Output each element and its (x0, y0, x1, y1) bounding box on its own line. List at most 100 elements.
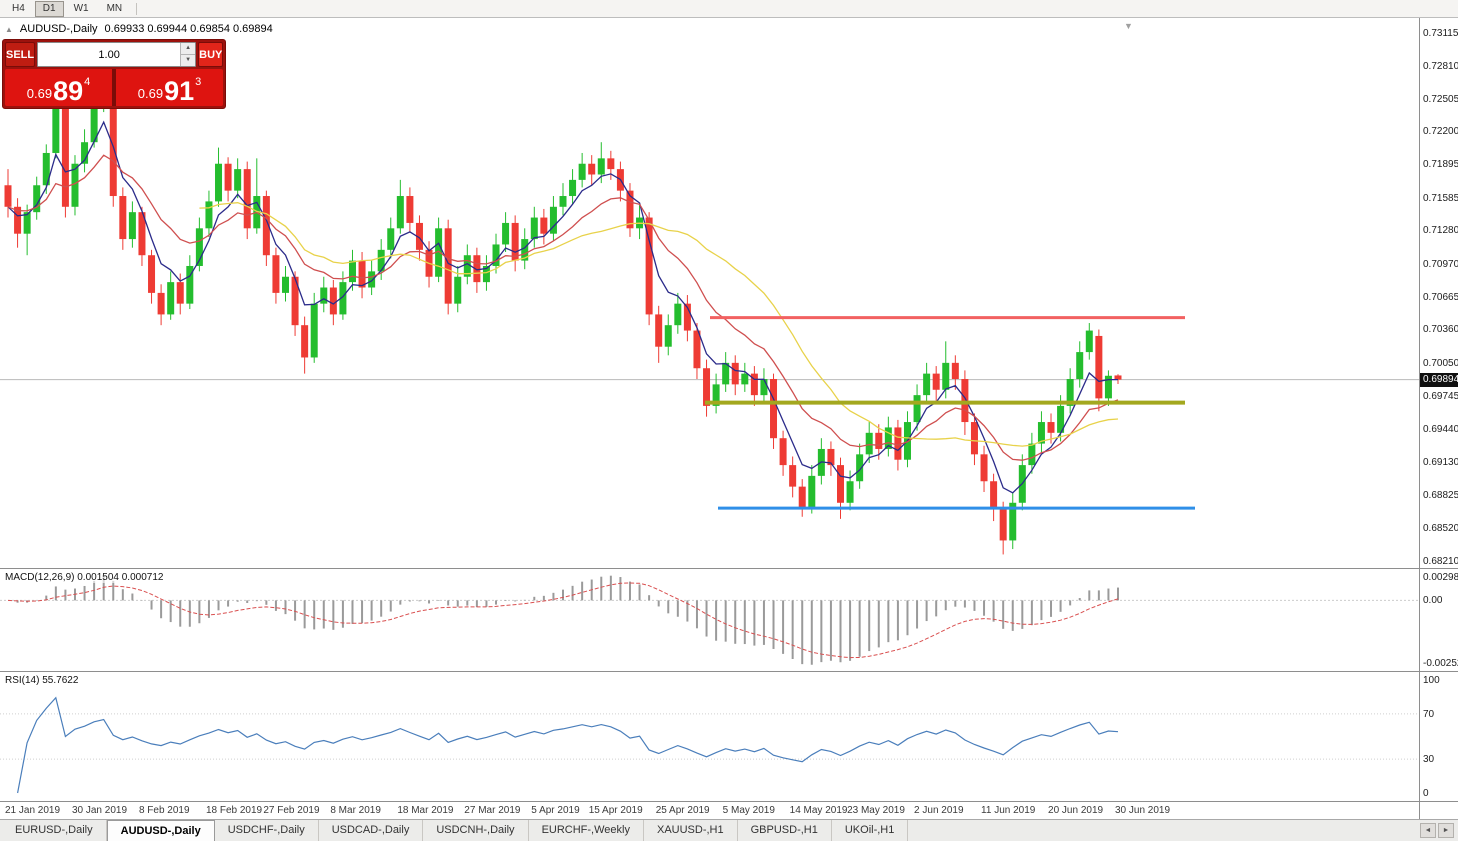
chart-header: ▲ AUDUSD-,Daily 0.69933 0.69944 0.69854 … (5, 23, 273, 35)
tab-scroll-left-icon[interactable]: ◄ (1420, 823, 1436, 838)
tab-ukoil-h1[interactable]: UKOil-,H1 (832, 820, 909, 841)
trade-controls-row: SELL ▲ ▼ BUY (5, 42, 224, 67)
macd-axis-bottom-label: -0.00252 (1423, 658, 1458, 669)
rsi-plot[interactable]: RSI(14) 55.7622 (0, 672, 1419, 801)
price-axis-label: 0.68520 (1423, 522, 1458, 534)
buy-price-display[interactable]: 0.69 91 3 (116, 69, 223, 106)
tab-scroll-right-icon[interactable]: ► (1438, 823, 1454, 838)
timeframe-toolbar: H4 D1 W1 MN (0, 0, 1458, 18)
date-axis-label: 15 Apr 2019 (588, 805, 643, 816)
buy-price-big-digits: 91 (164, 76, 195, 106)
tab-gbpusd-h1[interactable]: GBPUSD-,H1 (738, 820, 832, 841)
date-axis-label: 11 Jun 2019 (981, 805, 1036, 816)
price-axis-label: 0.69130 (1423, 456, 1458, 468)
current-price-badge: 0.69894 (1420, 372, 1458, 387)
buy-price-prefix: 0.69 (137, 86, 164, 101)
chart-tab-bar: EURUSD-,Daily AUDUSD-,Daily USDCHF-,Daily U… (0, 819, 1458, 841)
date-axis-label: 30 Jun 2019 (1115, 805, 1171, 816)
chart-ohlc-values: 0.69933 0.69944 0.69854 0.69894 (104, 23, 273, 35)
timeframe-group: H4 D1 W1 MN (3, 0, 131, 17)
date-axis-label: 25 Apr 2019 (655, 805, 710, 816)
macd-pane: MACD(12,26,9) 0.001504 0.000712 0.00298 … (0, 568, 1458, 671)
macd-chart[interactable] (0, 569, 1419, 671)
trade-prices-row: 0.69 89 4 0.69 91 3 (5, 69, 223, 106)
date-axis-label: 2 Jun 2019 (914, 805, 964, 816)
price-axis-label: 0.68825 (1423, 489, 1458, 501)
date-axis-label: 21 Jan 2019 (5, 805, 61, 816)
rsi-label: RSI(14) 55.7622 (5, 675, 79, 686)
price-axis-label: 0.68210 (1423, 555, 1458, 567)
date-axis-label: 27 Mar 2019 (464, 805, 521, 816)
date-axis: 21 Jan 2019 30 Jan 2019 8 Feb 2019 18 Feb 2… (0, 802, 1419, 819)
rsi-pane: RSI(14) 55.7622 100 70 30 0 (0, 671, 1458, 801)
macd-axis-top-label: 0.00298 (1423, 572, 1458, 583)
price-axis-label: 0.72810 (1423, 60, 1458, 72)
tab-eurusd-daily[interactable]: EURUSD-,Daily (2, 820, 107, 841)
rsi-chart[interactable] (0, 672, 1419, 801)
price-axis-label: 0.70970 (1423, 258, 1458, 270)
main-chart-pane: ▼ ▲ AUDUSD-,Daily 0.69933 0.69944 0.6985… (0, 18, 1458, 568)
price-axis-label: 0.71585 (1423, 192, 1458, 204)
volume-decrease-button[interactable]: ▼ (181, 55, 196, 66)
date-axis-label: 18 Feb 2019 (205, 805, 263, 816)
price-axis-label: 0.71895 (1423, 159, 1458, 171)
rsi-axis-label: 70 (1423, 708, 1435, 720)
sell-price-big-digits: 89 (53, 76, 84, 106)
date-axis-label: 14 May 2019 (789, 805, 848, 816)
sell-price-display[interactable]: 0.69 89 4 (5, 69, 112, 106)
sell-price-pip-digit: 4 (84, 76, 91, 88)
volume-increase-button[interactable]: ▲ (181, 43, 196, 55)
buy-button[interactable]: BUY (198, 42, 224, 67)
timeframe-button-mn[interactable]: MN (99, 1, 131, 17)
date-axis-row: 21 Jan 2019 30 Jan 2019 8 Feb 2019 18 Feb 2… (0, 801, 1458, 819)
tab-usdcnh-daily[interactable]: USDCNH-,Daily (423, 820, 529, 841)
macd-label: MACD(12,26,9) 0.001504 0.000712 (5, 572, 164, 583)
one-click-trading-panel: SELL ▲ ▼ BUY 0.69894 (2, 39, 226, 109)
chart-symbol-label: AUDUSD-,Daily (19, 23, 98, 35)
tab-xauusd-h1[interactable]: XAUUSD-,H1 (644, 820, 738, 841)
volume-spinner: ▲ ▼ (180, 43, 196, 66)
price-tiles-divider (112, 69, 116, 106)
rsi-axis-label: 30 (1423, 754, 1435, 766)
price-axis-label: 0.70050 (1423, 357, 1458, 369)
date-axis-corner (1419, 802, 1458, 819)
date-axis-label: 5 May 2019 (722, 805, 775, 816)
macd-axis: 0.00298 0.00 -0.00252 (1419, 569, 1458, 671)
buy-price-pip-digit: 3 (195, 76, 202, 88)
toolbar-separator (136, 2, 138, 15)
tab-usdchf-daily[interactable]: USDCHF-,Daily (215, 820, 319, 841)
date-axis-label: 5 Apr 2019 (531, 805, 580, 816)
price-axis-label: 0.70360 (1423, 324, 1458, 336)
chart-shift-marker-icon[interactable]: ▼ (1124, 21, 1133, 31)
date-axis-label: 20 Jun 2019 (1048, 805, 1104, 816)
tab-audusd-daily[interactable]: AUDUSD-,Daily (106, 820, 215, 841)
date-axis-label: 8 Feb 2019 (138, 805, 190, 816)
tab-scroll-controls: ◄ ► (1416, 820, 1458, 841)
price-chart-plot[interactable]: ▼ ▲ AUDUSD-,Daily 0.69933 0.69944 0.6985… (0, 18, 1419, 568)
date-axis-label: 27 Feb 2019 (263, 805, 320, 816)
sell-price-prefix: 0.69 (26, 86, 53, 101)
timeframe-button-w1[interactable]: W1 (66, 1, 97, 17)
timeframe-button-h4[interactable]: H4 (4, 1, 33, 17)
rsi-axis: 100 70 30 0 (1419, 672, 1458, 801)
sell-button[interactable]: SELL (5, 42, 36, 67)
date-axis-label: 23 May 2019 (847, 805, 905, 816)
trade-panel-collapse-icon[interactable]: ▲ (5, 24, 13, 34)
price-axis-label: 0.72200 (1423, 126, 1458, 138)
volume-input[interactable] (38, 43, 181, 66)
price-axis-label: 0.69745 (1423, 390, 1458, 402)
rsi-axis-label: 100 (1423, 675, 1440, 686)
tab-usdcad-daily[interactable]: USDCAD-,Daily (319, 820, 424, 841)
macd-axis-zero-label: 0.00 (1423, 595, 1443, 607)
volume-box: ▲ ▼ (37, 42, 197, 67)
macd-plot[interactable]: MACD(12,26,9) 0.001504 0.000712 (0, 569, 1419, 671)
price-axis-label: 0.72505 (1423, 93, 1458, 105)
price-axis-label: 0.73115 (1423, 27, 1458, 39)
tab-eurchf-weekly[interactable]: EURCHF-,Weekly (529, 820, 644, 841)
price-axis-label: 0.69440 (1423, 423, 1458, 435)
candlestick-chart[interactable] (0, 18, 1419, 568)
chart-tabs: EURUSD-,Daily AUDUSD-,Daily USDCHF-,Daily U… (2, 820, 909, 841)
timeframe-button-d1[interactable]: D1 (34, 0, 64, 17)
date-axis-label: 30 Jan 2019 (71, 805, 128, 816)
